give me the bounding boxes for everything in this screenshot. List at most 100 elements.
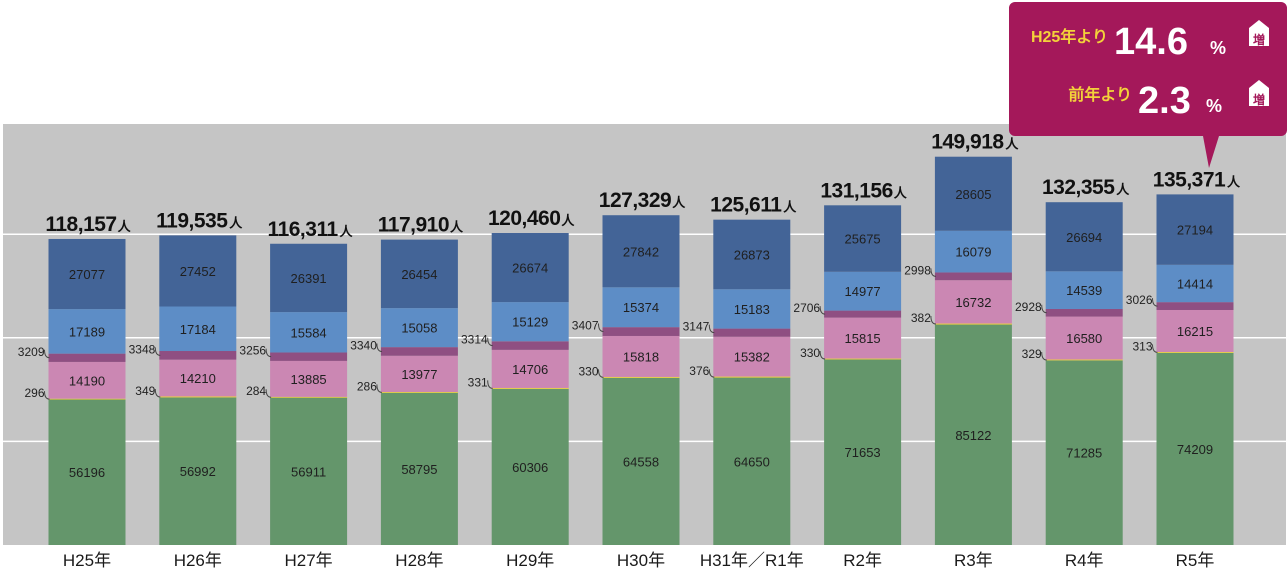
- total-label: 119,535: [156, 209, 228, 232]
- data-label: 17184: [180, 322, 216, 337]
- bar-segment: [159, 397, 237, 545]
- data-label: 14539: [1066, 283, 1102, 298]
- bar-segment: [270, 397, 348, 545]
- leader-line: [598, 369, 604, 378]
- bar-segment: [1156, 264, 1234, 303]
- bar-segment: [824, 271, 902, 311]
- data-label: 15584: [291, 325, 327, 340]
- data-label: 15058: [401, 321, 437, 336]
- bar-segment: [380, 355, 458, 392]
- bar-segment: [1156, 351, 1234, 353]
- data-label: 331: [468, 375, 488, 389]
- total-unit: 人: [1005, 137, 1019, 152]
- data-label: 27194: [1177, 223, 1213, 238]
- bar-segment: [1045, 308, 1123, 317]
- total-label: 117,910: [378, 214, 449, 237]
- data-label: 28605: [955, 187, 991, 202]
- bar-segment: [270, 243, 348, 313]
- data-label: 349: [135, 384, 155, 398]
- data-label: 15815: [845, 331, 881, 346]
- bar-segment: [713, 289, 791, 329]
- bar-segment: [602, 377, 680, 545]
- data-label: 15183: [734, 302, 770, 317]
- data-label: 3348: [129, 342, 156, 356]
- x-tick-label: H27年: [285, 551, 333, 570]
- data-label: 296: [24, 386, 44, 400]
- bar-segment: [380, 239, 458, 309]
- bar-segment: [270, 312, 348, 353]
- data-label: 13977: [401, 367, 437, 382]
- leader-line: [1041, 304, 1047, 314]
- callout-box: [1009, 2, 1287, 168]
- total-label: 131,156: [820, 179, 892, 202]
- data-label: 284: [246, 384, 266, 398]
- data-label: 330: [800, 346, 820, 360]
- bar-segment: [48, 398, 126, 400]
- bar-segment: [824, 205, 902, 272]
- bar-segment: [602, 335, 680, 377]
- bar-segment: [48, 353, 126, 362]
- data-label: 15382: [734, 350, 770, 365]
- data-label: 3209: [18, 345, 45, 359]
- leader-line: [930, 316, 936, 325]
- bar-segment: [934, 323, 1012, 325]
- data-label: 26873: [734, 247, 770, 262]
- bar-segment: [491, 302, 569, 342]
- callout-line2-pct: %: [1206, 96, 1222, 116]
- leader-line: [819, 350, 826, 360]
- total-label: 116,311: [268, 218, 339, 241]
- data-label: 313: [1132, 339, 1152, 353]
- data-label: 14706: [512, 362, 548, 377]
- data-label: 3026: [1126, 293, 1153, 307]
- bars: [48, 156, 1234, 545]
- total-label: 118,157: [45, 213, 116, 236]
- data-label: 64650: [734, 454, 770, 469]
- bar-segment: [1045, 360, 1123, 545]
- data-label: 26674: [512, 261, 548, 276]
- bar-segment: [48, 238, 126, 310]
- data-label: 15129: [512, 315, 548, 330]
- callout-line2-label: 前年より: [1068, 85, 1132, 104]
- bar-segment: [934, 156, 1012, 231]
- bar-segment: [159, 306, 237, 352]
- x-tick-label: H31年／R1年: [700, 551, 804, 570]
- data-label: 56196: [69, 465, 105, 480]
- bar-segment: [1156, 309, 1234, 352]
- data-label: 3147: [683, 320, 710, 334]
- x-tick-label: H29年: [506, 551, 554, 570]
- callout-line2-badge: 増: [1253, 92, 1265, 107]
- leader-line: [1152, 344, 1158, 353]
- data-label: 16732: [955, 295, 991, 310]
- total-label: 149,918: [931, 131, 1004, 154]
- data-label: 74209: [1177, 442, 1213, 457]
- total-label: 132,355: [1042, 176, 1115, 199]
- callout-line2-value: 2.3: [1138, 80, 1191, 122]
- data-label: 16215: [1177, 324, 1213, 339]
- bar-segment: [934, 280, 1012, 324]
- data-label: 17189: [69, 324, 105, 339]
- data-label: 3340: [350, 338, 377, 352]
- bar-segment: [713, 219, 791, 290]
- data-label: 329: [1022, 347, 1042, 361]
- bar-segment: [824, 359, 902, 545]
- bar-segment: [602, 215, 680, 288]
- bar-segment: [1156, 352, 1234, 545]
- callout-line1-label: H25年より: [1031, 27, 1108, 46]
- bar-segment: [48, 399, 126, 545]
- bar-segment: [713, 376, 791, 378]
- leader-line: [487, 380, 493, 389]
- bar-segment: [602, 287, 680, 328]
- bar-segment: [380, 391, 458, 393]
- data-label: 15374: [623, 300, 659, 315]
- data-label: 13885: [291, 372, 327, 387]
- data-label: 85122: [955, 428, 991, 443]
- bar-segment: [159, 235, 237, 307]
- bar-segment: [270, 396, 348, 398]
- bar-segment: [934, 324, 1012, 545]
- bar-segment: [713, 336, 791, 377]
- bar-segment: [1045, 359, 1123, 361]
- data-label: 2998: [904, 263, 931, 277]
- bar-segment: [824, 317, 902, 359]
